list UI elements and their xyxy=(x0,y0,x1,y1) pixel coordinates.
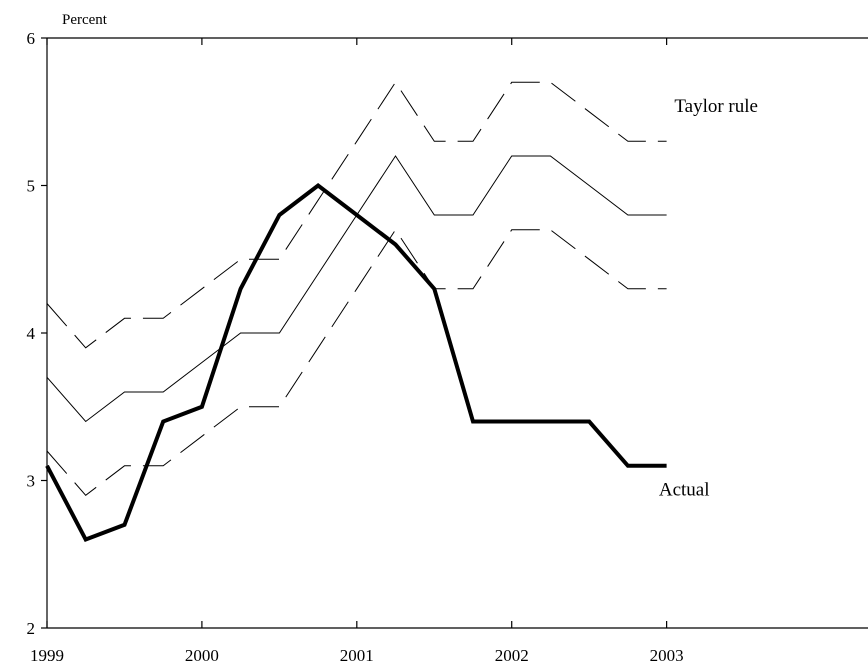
series-line-actual xyxy=(45,182,667,542)
y-tick-label: 4 xyxy=(27,324,36,343)
y-tick-label: 5 xyxy=(27,177,36,196)
annotation-layer: Taylor rule Actual xyxy=(659,96,758,501)
y-tick-label: 6 xyxy=(27,29,36,48)
x-axis-ticks: 1999 2000 2001 2002 2003 xyxy=(30,38,684,665)
series-layer xyxy=(45,81,667,542)
y-axis-label: Percent xyxy=(62,12,108,28)
x-tick-label: 2000 xyxy=(185,646,219,665)
x-tick-label: 1999 xyxy=(30,646,64,665)
x-tick-label: 2001 xyxy=(340,646,374,665)
x-tick-label: 2003 xyxy=(650,646,684,665)
series-line-taylor-band xyxy=(46,81,667,349)
series-line-taylor-band xyxy=(46,228,667,496)
y-axis-ticks: 2 3 4 5 6 xyxy=(27,29,47,638)
annotation-label: Actual xyxy=(659,479,710,500)
y-tick-label: 2 xyxy=(27,619,36,638)
annotation-label: Taylor rule xyxy=(674,96,758,117)
y-tick-label: 3 xyxy=(27,472,36,491)
x-tick-label: 2002 xyxy=(495,646,529,665)
plot-area: 2 3 4 5 6 1999 2000 2001 2002 2003 xyxy=(27,29,868,665)
